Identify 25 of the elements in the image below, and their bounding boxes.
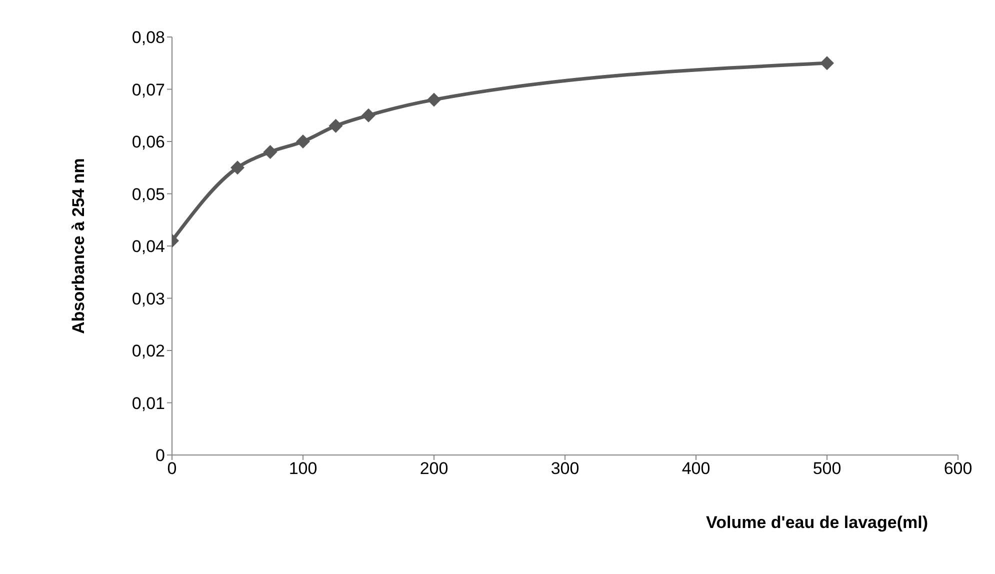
x-tick-label: 0 (167, 459, 177, 478)
y-tick-label: 0,06 (132, 132, 165, 152)
y-tick-label: 0 (156, 446, 165, 466)
x-axis-title: Volume d'eau de lavage(ml) (706, 513, 928, 532)
y-tick-label: 0,03 (132, 289, 165, 308)
x-tick-label: 300 (550, 459, 580, 478)
y-tick-label: 0,07 (132, 80, 165, 100)
point (820, 56, 834, 70)
y-tick-label: 0,01 (132, 394, 165, 413)
y-axis-title: Absorbance à 254 nm (69, 158, 88, 334)
y-tick-label: 0,02 (132, 342, 165, 361)
x-tick-label: 600 (944, 459, 972, 478)
x-tick-label: 500 (812, 459, 842, 478)
point (362, 108, 376, 122)
point (230, 160, 244, 175)
x-tick-label: 100 (288, 459, 318, 478)
point (296, 134, 310, 148)
y-tick-label: 0,05 (132, 184, 165, 204)
x-tick-label: 200 (420, 459, 448, 478)
point (427, 92, 441, 107)
x-tick-label: 400 (682, 459, 710, 478)
y-tick-label: 0,08 (132, 28, 165, 48)
point (263, 144, 278, 159)
point (328, 118, 343, 133)
y-tick-label: 0,04 (132, 237, 165, 256)
